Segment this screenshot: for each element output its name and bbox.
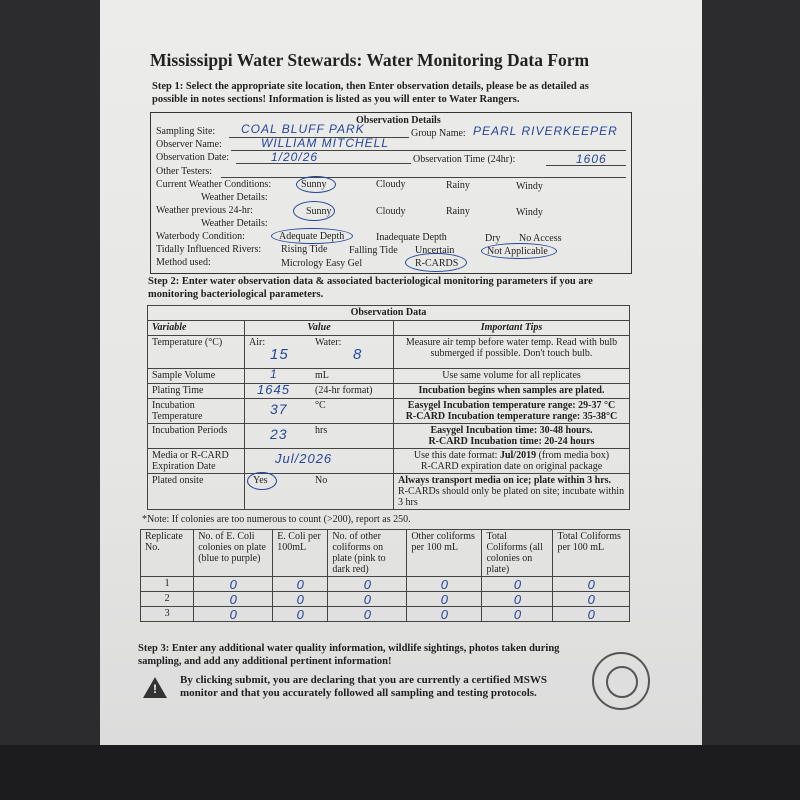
current-weather-windy[interactable]: Windy [516, 181, 543, 192]
water-temp-value[interactable]: 8 [353, 346, 363, 363]
air-temp-value[interactable]: 15 [270, 346, 289, 363]
step2-instructions: Step 2: Enter water observation data & a… [148, 276, 593, 300]
prev-weather-rainy[interactable]: Rainy [446, 206, 470, 217]
waterbody-label: Waterbody Condition: [156, 231, 245, 242]
prev-weather-details-label: Weather Details: [201, 218, 268, 229]
msws-logo [592, 652, 650, 710]
incubation-temp-value[interactable]: 37 [270, 401, 288, 417]
plating-time-value[interactable]: 1645 [257, 382, 290, 397]
observation-date-label: Observation Date: [156, 152, 230, 163]
waterbody-inadequate[interactable]: Inadequate Depth [376, 232, 447, 243]
row-plated-onsite: Plated onsite Yes No Always transport media… [147, 472, 630, 510]
obs-heading: Observation Data [147, 305, 630, 321]
plated-no[interactable]: No [315, 475, 328, 486]
colony-note: *Note: If colonies are too numerous to c… [142, 514, 411, 525]
observation-time-value[interactable]: 1606 [576, 152, 607, 166]
row-plating-time: Plating Time 1645 (24-hr format) Incubation… [147, 382, 630, 399]
observation-time-label: Observation Time (24hr): [413, 154, 516, 165]
observer-name-label: Observer Name: [156, 139, 222, 150]
colony-count-table: Replicate No. No. of E. Coli colonies on … [139, 529, 630, 622]
warning-icon: ! [143, 677, 167, 698]
tidal-label: Tidally Influenced Rivers: [156, 244, 262, 255]
dark-surface [0, 745, 800, 800]
waterbody-no-access[interactable]: No Access [519, 233, 562, 244]
form-title: Mississippi Water Stewards: Water Monito… [150, 50, 590, 70]
sample-volume-value[interactable]: 1 [270, 367, 278, 381]
current-weather-rainy[interactable]: Rainy [446, 180, 470, 191]
observer-name-value[interactable]: WILLIAM MITCHELL [261, 136, 390, 150]
current-weather-cloudy[interactable]: Cloudy [376, 179, 406, 190]
incubation-period-value[interactable]: 23 [270, 426, 288, 442]
header-tips: Important Tips [393, 320, 630, 336]
header-variable: Variable [147, 320, 245, 336]
weather-details-label: Weather Details: [201, 192, 268, 203]
declaration-text: By clicking submit, you are declaring th… [180, 674, 547, 699]
row-expiration: Media or R-CARD Expiration Date Jul/2026 U… [147, 448, 630, 474]
observation-details-box: Observation Details Sampling Site: COAL … [150, 112, 632, 274]
sampling-site-label: Sampling Site: [156, 126, 216, 137]
prev-weather-label: Weather previous 24-hr: [156, 205, 253, 216]
row-incubation-period: Incubation Periods 23 hrs Easygel Incubatio… [147, 423, 630, 449]
observation-date-value[interactable]: 1/20/26 [271, 150, 319, 164]
row-temperature: Temperature (°C) Air: Water: 15 8 Measure air… [147, 335, 630, 369]
current-weather-label: Current Weather Conditions: [156, 179, 272, 190]
step3-instructions: Step 3: Enter any additional water quali… [138, 643, 560, 667]
prev-weather-cloudy[interactable]: Cloudy [376, 206, 406, 217]
waterbody-dry[interactable]: Dry [485, 233, 501, 244]
observation-data-table: Observation Data Variable Value Important … [147, 305, 630, 510]
group-name-value[interactable]: PEARL RIVERKEEPER [473, 124, 618, 138]
group-name-label: Group Name: [411, 128, 466, 139]
tidal-uncertain[interactable]: Uncertain [415, 245, 455, 256]
tidal-falling[interactable]: Falling Tide [349, 245, 398, 256]
method-label: Method used: [156, 257, 211, 268]
method-easygel[interactable]: Micrology Easy Gel [281, 258, 363, 269]
expiration-value[interactable]: Jul/2026 [275, 451, 333, 466]
step1-instructions: Step 1: Select the appropriate site loca… [152, 81, 589, 105]
row-sample-volume: Sample Volume 1 mL Use same volume for all … [147, 367, 630, 384]
row-incubation-temp: Incubation Temperature 37 °C Easygel Incuba… [147, 398, 630, 424]
prev-weather-windy[interactable]: Windy [516, 207, 543, 218]
other-testers-label: Other Testers: [156, 166, 213, 177]
header-value: Value [244, 320, 394, 336]
tidal-rising[interactable]: Rising Tide [281, 244, 328, 255]
sampling-site-value[interactable]: COAL BLUFF PARK [241, 122, 365, 136]
details-heading: Observation Details [356, 115, 441, 126]
